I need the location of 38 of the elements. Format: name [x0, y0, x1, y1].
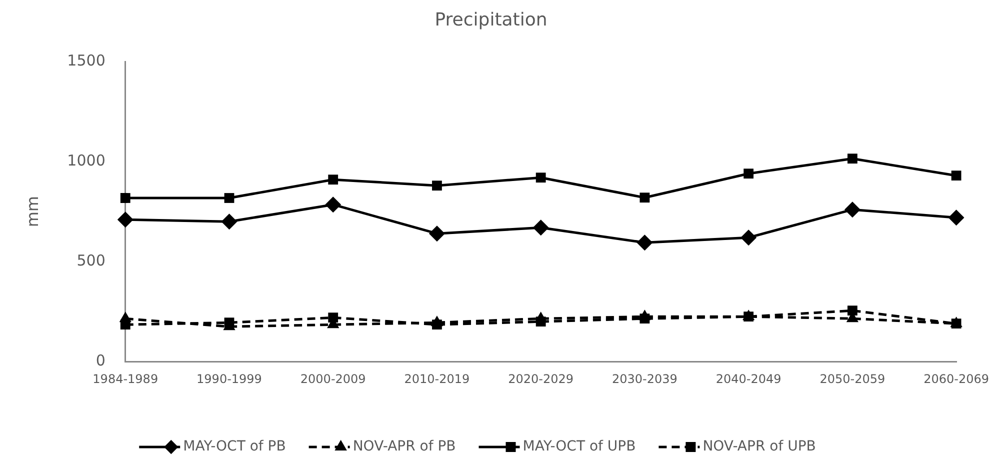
point	[636, 234, 653, 251]
y-tick-label: 0	[96, 351, 106, 370]
x-tick-label: 2030-2039	[612, 372, 678, 386]
x-tick-label: 1990-1999	[196, 372, 262, 386]
point	[536, 172, 546, 183]
point	[744, 168, 754, 179]
point	[428, 226, 445, 242]
x-tick-label: 2060-2069	[924, 372, 990, 386]
point	[948, 210, 964, 226]
point	[221, 214, 238, 230]
legend-label: MAY-OCT of UPB	[522, 438, 636, 455]
point	[224, 193, 234, 203]
point	[117, 212, 134, 228]
point	[325, 196, 342, 213]
point	[640, 192, 650, 203]
point	[328, 174, 338, 185]
x-tick-label: 2050-2059	[820, 372, 886, 386]
legend-label: NOV-APR of PB	[352, 438, 456, 455]
point	[951, 170, 962, 181]
x-tick-label: 2040-2049	[716, 372, 782, 386]
legend-label: MAY-OCT of PB	[183, 438, 286, 455]
point	[740, 230, 757, 246]
point	[847, 306, 858, 316]
x-tick-label: 2000-2009	[300, 372, 366, 386]
chart-title: Precipitation	[434, 9, 548, 30]
point	[847, 154, 858, 164]
y-tick-label: 500	[76, 251, 106, 270]
point	[120, 193, 130, 203]
legend-label: NOV-APR of UPB	[702, 438, 816, 455]
y-tick-label: 1500	[67, 51, 106, 70]
point	[844, 202, 860, 218]
x-tick-label: 2010-2019	[404, 372, 470, 386]
x-tick-label: 1984-1989	[92, 372, 158, 386]
point	[532, 220, 549, 236]
y-axis-title: mm	[22, 196, 42, 228]
y-tick-label: 1000	[67, 151, 106, 170]
point	[432, 180, 442, 191]
x-tick-label: 2020-2029	[508, 372, 574, 386]
